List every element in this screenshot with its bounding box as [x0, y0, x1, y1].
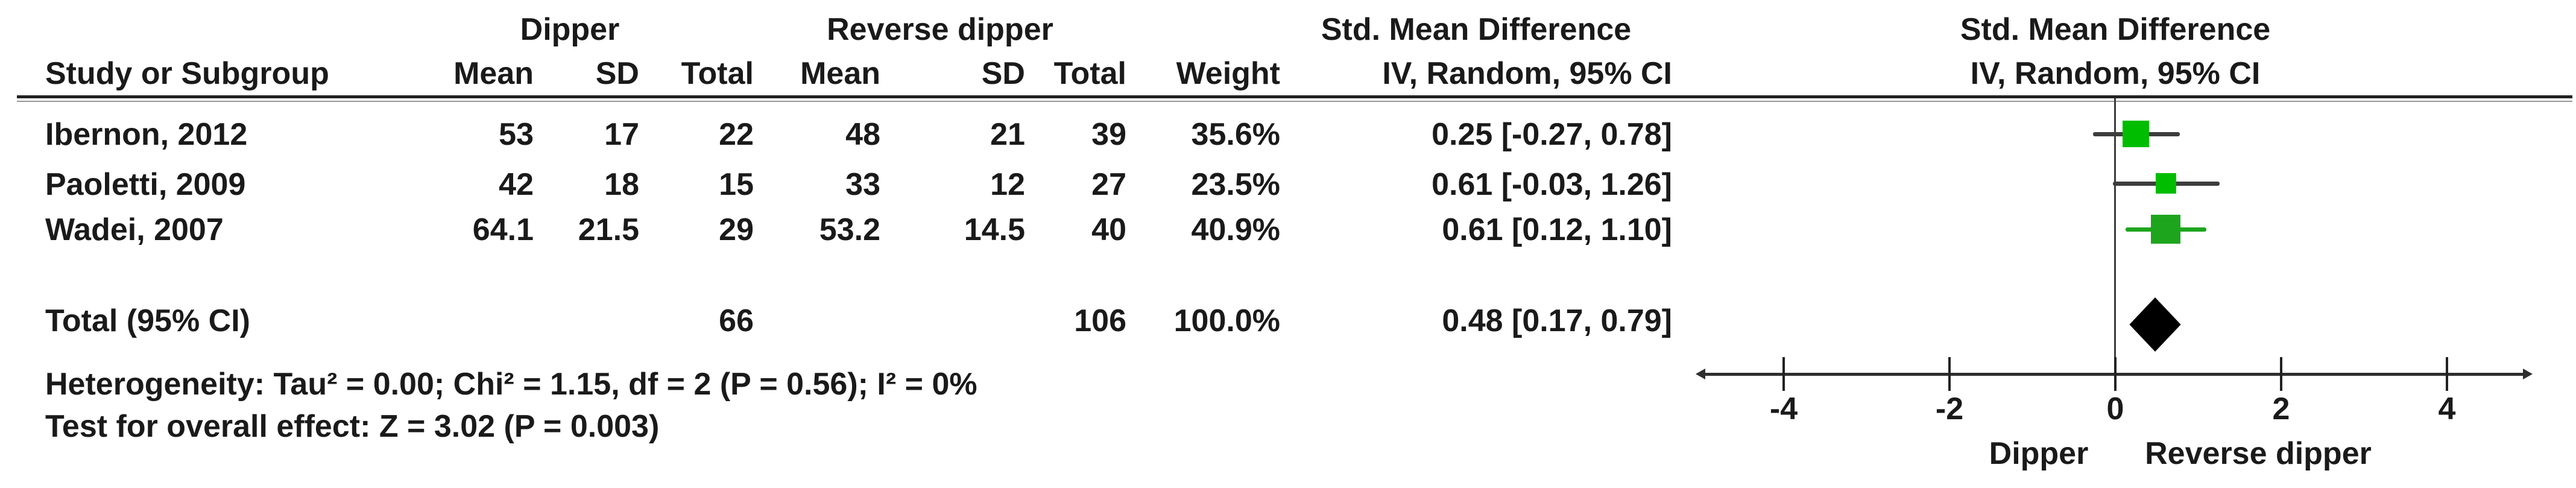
cell-mean1: 42	[499, 167, 534, 202]
group-header-dipper: Dipper	[520, 12, 620, 47]
cell-total1: 15	[719, 167, 754, 202]
cell-total1: 29	[719, 212, 754, 247]
cell-sd1: 18	[604, 167, 639, 202]
cell-mean1: 64.1	[472, 212, 534, 247]
favours-right-label: Reverse dipper	[2145, 436, 2372, 471]
overall-effect-text: Test for overall effect: Z = 3.02 (P = 0…	[45, 409, 660, 444]
cell-mean1: 53	[499, 117, 534, 152]
col-mean2: Mean	[800, 56, 880, 91]
column-header-row: Study or Subgroup Mean SD Total Mean SD …	[0, 54, 1702, 93]
col-weight: Weight	[1176, 56, 1280, 91]
cell-sd1: 17	[604, 117, 639, 152]
col-ci: IV, Random, 95% CI	[1382, 56, 1672, 91]
study-name: Wadei, 2007	[45, 212, 224, 247]
study-name: Ibernon, 2012	[45, 117, 248, 152]
cell-sd2: 12	[990, 167, 1025, 202]
total-row: Total (95% CI) 66 106 100.0% 0.48 [0.17,…	[0, 300, 1702, 342]
cell-total2: 39	[1091, 117, 1126, 152]
cell-sd2: 21	[990, 117, 1025, 152]
col-total2: Total	[1053, 56, 1126, 91]
cell-mean2: 53.2	[819, 212, 880, 247]
cell-sd2: 14.5	[964, 212, 1025, 247]
cell-weight: 40.9%	[1191, 212, 1280, 247]
total-label: Total (95% CI)	[45, 303, 250, 338]
heterogeneity-text: Heterogeneity: Tau² = 0.00; Chi² = 1.15,…	[45, 367, 977, 402]
study-marker-square	[2123, 120, 2150, 148]
cell-ci: 0.25 [-0.27, 0.78]	[1432, 117, 1672, 152]
favours-left-label: Dipper	[1989, 436, 2089, 471]
group-header-reverse-dipper: Reverse dipper	[827, 12, 1053, 47]
axis-tick	[2114, 357, 2117, 391]
header-rule	[17, 95, 2572, 98]
table-row: Wadei, 2007 64.1 21.5 29 53.2 14.5 40 40…	[0, 209, 1702, 251]
axis-tick-label: 2	[2272, 391, 2290, 426]
cell-weight: 23.5%	[1191, 167, 1280, 202]
col-mean1: Mean	[453, 56, 534, 91]
axis-arrow-right	[2523, 369, 2533, 379]
total-n1: 66	[719, 303, 754, 338]
cell-mean2: 48	[845, 117, 880, 152]
col-sd1: SD	[595, 56, 639, 91]
axis-arrow-left	[1696, 369, 1705, 379]
study-marker-square	[2151, 214, 2181, 244]
study-marker-square	[2155, 173, 2176, 194]
col-study: Study or Subgroup	[45, 56, 329, 91]
group-header-smd-left: Std. Mean Difference	[1321, 12, 1632, 47]
axis-tick-label: 4	[2438, 391, 2456, 426]
group-header-smd-right: Std. Mean Difference	[1960, 12, 2271, 47]
col-total1: Total	[681, 56, 754, 91]
table-row: Ibernon, 2012 53 17 22 48 21 39 35.6% 0.…	[0, 113, 1702, 156]
total-diamond	[2129, 297, 2181, 352]
axis-tick-label: -2	[1935, 391, 1964, 426]
axis-tick	[1948, 357, 1951, 391]
table-row: Paoletti, 2009 42 18 15 33 12 27 23.5% 0…	[0, 163, 1702, 206]
cell-ci: 0.61 [0.12, 1.10]	[1442, 212, 1672, 247]
axis-tick-label: 0	[2106, 391, 2124, 426]
axis-tick	[2280, 357, 2282, 391]
cell-ci: 0.61 [-0.03, 1.26]	[1432, 167, 1672, 202]
col-sd2: SD	[981, 56, 1025, 91]
axis-tick-label: -4	[1769, 391, 1798, 426]
zero-line	[2114, 98, 2116, 375]
study-name: Paoletti, 2009	[45, 167, 246, 202]
cell-weight: 35.6%	[1191, 117, 1280, 152]
cell-total1: 22	[719, 117, 754, 152]
cell-total2: 27	[1091, 167, 1126, 202]
axis-tick	[2446, 357, 2448, 391]
total-weight: 100.0%	[1173, 303, 1280, 338]
cell-mean2: 33	[845, 167, 880, 202]
cell-sd1: 21.5	[578, 212, 639, 247]
total-n2: 106	[1074, 303, 1126, 338]
col-ci-right: IV, Random, 95% CI	[1970, 56, 2261, 91]
axis-tick	[1782, 357, 1785, 391]
cell-total2: 40	[1091, 212, 1126, 247]
total-ci: 0.48 [0.17, 0.79]	[1442, 303, 1672, 338]
header-rule-shadow	[17, 101, 2572, 102]
